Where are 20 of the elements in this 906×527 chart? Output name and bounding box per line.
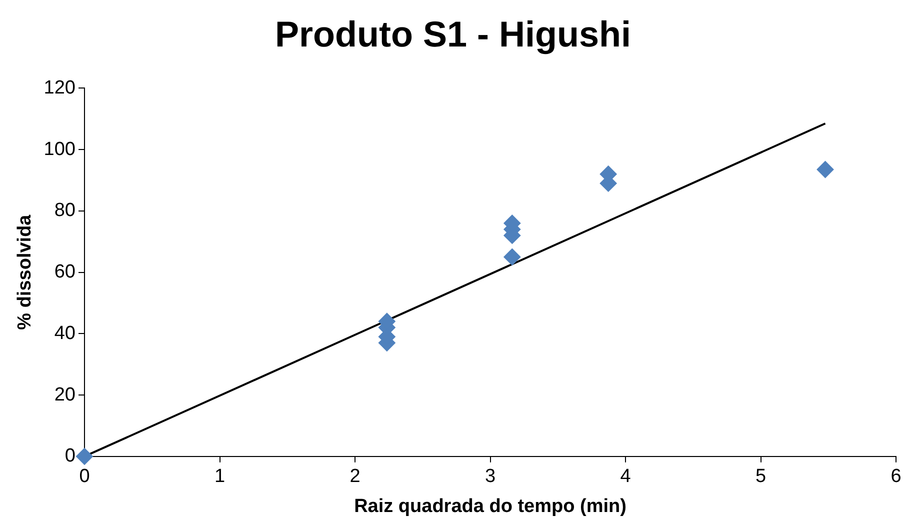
y-tick-label: 0	[64, 446, 76, 467]
y-tick-label: 60	[54, 262, 76, 283]
y-tick-label: 20	[54, 384, 76, 406]
x-tick-label: 1	[214, 466, 226, 488]
x-tick-label: 0	[79, 466, 90, 488]
point	[816, 161, 834, 178]
y-tick-label: 100	[44, 138, 76, 160]
y-axis-title: % dissolvida	[14, 214, 36, 330]
y-tick-label: 40	[54, 322, 76, 344]
x-axis-title: Raiz quadrada do tempo (min)	[354, 496, 626, 517]
y-tick-label: 80	[54, 200, 76, 222]
x-tick-label: 4	[620, 466, 632, 488]
point	[504, 248, 521, 266]
chart-title: Produto S1 - Higushi	[275, 14, 631, 55]
point	[76, 448, 93, 465]
x-tick-label: 5	[755, 466, 766, 488]
y-tick-label: 120	[44, 77, 76, 98]
x-tick-label: 6	[890, 466, 902, 488]
x-tick-label: 2	[350, 466, 360, 488]
x-tick-label: 3	[484, 466, 496, 488]
